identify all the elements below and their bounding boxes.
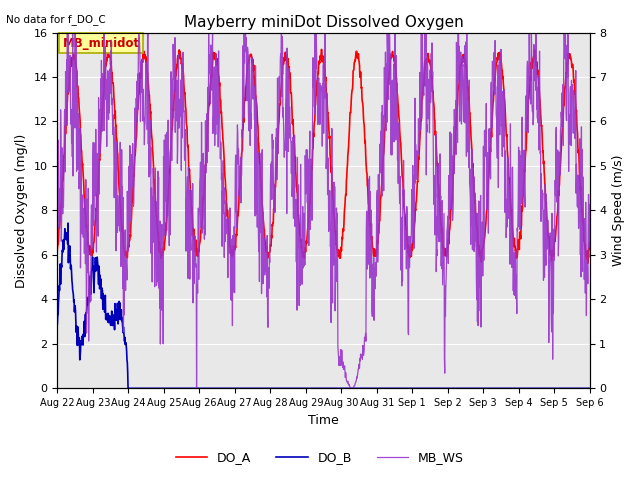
- DO_A: [356, 69, 364, 75]
- Y-axis label: Dissolved Oxygen (mg/l): Dissolved Oxygen (mg/l): [15, 133, 28, 288]
- DO_A: [280, 60, 287, 66]
- DO_A: [291, 140, 298, 146]
- DO_B: [116, 313, 124, 319]
- DO_B: [54, 321, 61, 327]
- MB_WS: [586, 202, 593, 207]
- DO_B: [124, 385, 132, 391]
- DO_B: [95, 263, 103, 269]
- DO_A: [300, 251, 308, 257]
- DO_B: [291, 385, 299, 391]
- MB_WS: [116, 237, 124, 243]
- MB_WS: [63, 30, 71, 36]
- X-axis label: Time: Time: [308, 414, 339, 427]
- Text: MB_minidot: MB_minidot: [63, 37, 140, 50]
- DO_A: [54, 246, 61, 252]
- DO_A: [116, 203, 124, 209]
- MB_WS: [291, 223, 299, 229]
- MB_WS: [301, 252, 308, 258]
- Line: DO_A: DO_A: [58, 49, 589, 263]
- DO_A: [317, 47, 325, 52]
- Title: Mayberry miniDot Dissolved Oxygen: Mayberry miniDot Dissolved Oxygen: [184, 15, 463, 30]
- MB_WS: [357, 351, 365, 357]
- Line: DO_B: DO_B: [58, 223, 589, 388]
- DO_B: [280, 385, 288, 391]
- DO_B: [64, 220, 72, 226]
- Y-axis label: Wind Speed (m/s): Wind Speed (m/s): [612, 155, 625, 266]
- MB_WS: [193, 385, 200, 391]
- MB_WS: [54, 240, 61, 246]
- DO_B: [586, 385, 593, 391]
- Text: No data for f_DO_C: No data for f_DO_C: [6, 14, 106, 25]
- DO_A: [95, 170, 102, 176]
- DO_B: [301, 385, 308, 391]
- MB_WS: [280, 135, 288, 141]
- DO_A: [584, 260, 591, 266]
- Line: MB_WS: MB_WS: [58, 33, 589, 388]
- DO_B: [357, 385, 365, 391]
- DO_A: [586, 240, 593, 246]
- Legend: DO_A, DO_B, MB_WS: DO_A, DO_B, MB_WS: [171, 446, 469, 469]
- MB_WS: [95, 192, 103, 197]
